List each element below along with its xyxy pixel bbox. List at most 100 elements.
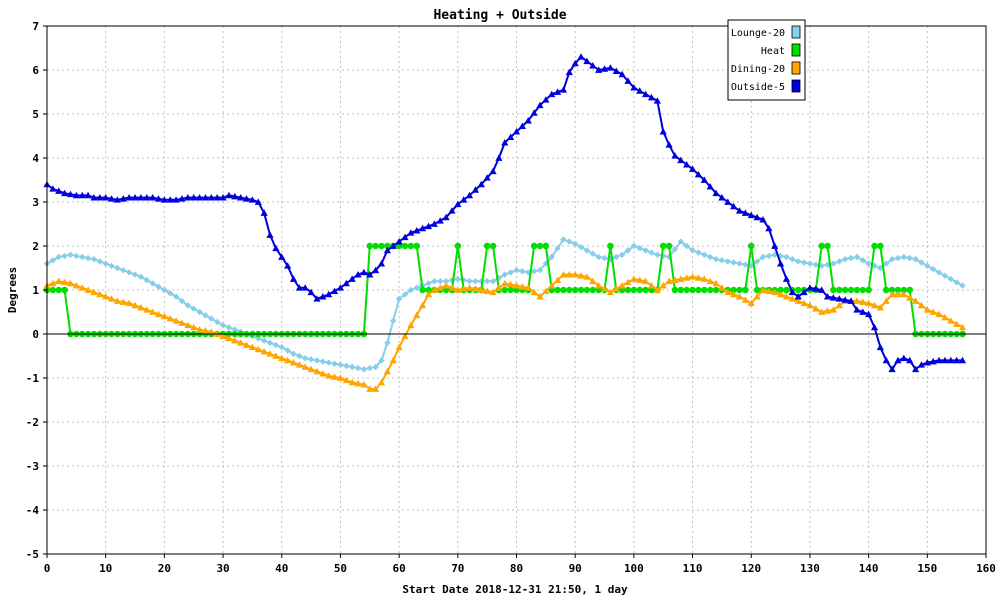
data-point bbox=[383, 246, 391, 254]
data-point bbox=[612, 285, 620, 292]
data-point bbox=[213, 194, 221, 201]
data-point bbox=[483, 278, 491, 285]
data-point bbox=[882, 356, 890, 364]
x-tick-label: 60 bbox=[393, 562, 406, 575]
data-point bbox=[436, 217, 444, 224]
data-point bbox=[289, 275, 298, 282]
data-point bbox=[154, 195, 163, 202]
data-point bbox=[771, 242, 779, 249]
data-point bbox=[559, 86, 568, 93]
data-point bbox=[741, 209, 749, 216]
y-tick-label: 0 bbox=[32, 328, 39, 341]
data-point bbox=[888, 290, 896, 298]
data-point bbox=[131, 194, 139, 201]
data-point bbox=[201, 194, 210, 201]
data-point bbox=[313, 367, 321, 375]
data-point bbox=[577, 53, 585, 60]
data-point bbox=[366, 242, 373, 250]
data-point bbox=[167, 290, 174, 297]
data-point bbox=[759, 253, 767, 261]
data-point bbox=[190, 305, 197, 312]
data-point bbox=[548, 282, 556, 289]
data-point bbox=[789, 256, 796, 263]
data-point bbox=[823, 307, 832, 314]
x-tick-label: 120 bbox=[741, 562, 761, 575]
data-point bbox=[577, 272, 585, 279]
data-point bbox=[536, 293, 544, 300]
y-tick-label: 2 bbox=[32, 240, 39, 253]
data-point bbox=[771, 251, 778, 258]
data-point bbox=[542, 96, 550, 103]
data-point bbox=[871, 242, 878, 250]
data-point bbox=[195, 194, 204, 201]
data-point bbox=[231, 337, 239, 344]
data-point bbox=[49, 257, 57, 264]
data-point bbox=[213, 318, 221, 326]
data-point bbox=[377, 378, 386, 386]
data-point bbox=[941, 356, 949, 364]
data-point bbox=[759, 216, 767, 223]
legend: Lounge-20 Heat Dining-20 Outside-5 bbox=[727, 19, 806, 101]
data-point bbox=[659, 282, 667, 289]
data-point bbox=[923, 359, 931, 366]
data-point bbox=[900, 290, 908, 298]
data-point bbox=[149, 280, 156, 287]
data-point bbox=[518, 283, 526, 290]
data-point bbox=[735, 207, 744, 214]
data-point bbox=[929, 357, 937, 365]
x-tick-label: 90 bbox=[569, 562, 582, 575]
data-point bbox=[430, 286, 438, 293]
data-point bbox=[624, 286, 632, 294]
data-point bbox=[525, 269, 532, 276]
y-tick-label: -4 bbox=[26, 504, 40, 517]
data-point bbox=[706, 183, 714, 190]
y-tick-label: 7 bbox=[32, 20, 39, 33]
data-point bbox=[776, 260, 785, 267]
data-point bbox=[401, 233, 409, 241]
data-point bbox=[765, 287, 773, 294]
data-point bbox=[172, 293, 180, 300]
legend-label: Dining-20 bbox=[731, 64, 785, 75]
data-point bbox=[407, 229, 415, 236]
data-point bbox=[906, 356, 914, 364]
data-point bbox=[342, 376, 350, 384]
data-point bbox=[935, 310, 943, 318]
data-point bbox=[888, 286, 896, 294]
data-point bbox=[624, 77, 632, 84]
data-point bbox=[472, 278, 479, 285]
data-point bbox=[55, 253, 62, 261]
legend-swatch bbox=[791, 61, 801, 75]
data-point bbox=[366, 271, 374, 278]
data-point bbox=[794, 297, 802, 304]
x-tick-label: 140 bbox=[859, 562, 879, 575]
data-point bbox=[530, 109, 538, 116]
data-point bbox=[577, 243, 585, 251]
data-point bbox=[671, 246, 679, 253]
data-point bbox=[536, 267, 544, 274]
data-point bbox=[331, 360, 338, 367]
data-point bbox=[466, 278, 473, 285]
data-point bbox=[348, 378, 356, 386]
data-point bbox=[894, 286, 902, 294]
data-point bbox=[736, 286, 743, 294]
data-point bbox=[642, 277, 650, 285]
data-point bbox=[788, 288, 796, 296]
data-point bbox=[853, 297, 861, 304]
data-point bbox=[660, 242, 667, 250]
data-point bbox=[647, 282, 656, 289]
data-point bbox=[55, 187, 63, 194]
data-point bbox=[612, 67, 620, 74]
data-point bbox=[67, 251, 74, 258]
data-point bbox=[325, 372, 333, 379]
data-point bbox=[178, 195, 186, 202]
data-point bbox=[307, 288, 315, 296]
x-tick-label: 30 bbox=[216, 562, 229, 575]
data-point bbox=[859, 286, 866, 294]
data-point bbox=[835, 295, 843, 302]
data-point bbox=[248, 196, 257, 203]
data-point bbox=[747, 299, 755, 307]
x-tick-label: 80 bbox=[510, 562, 523, 575]
data-point bbox=[372, 385, 380, 392]
data-point bbox=[125, 194, 133, 201]
data-point bbox=[694, 170, 703, 178]
